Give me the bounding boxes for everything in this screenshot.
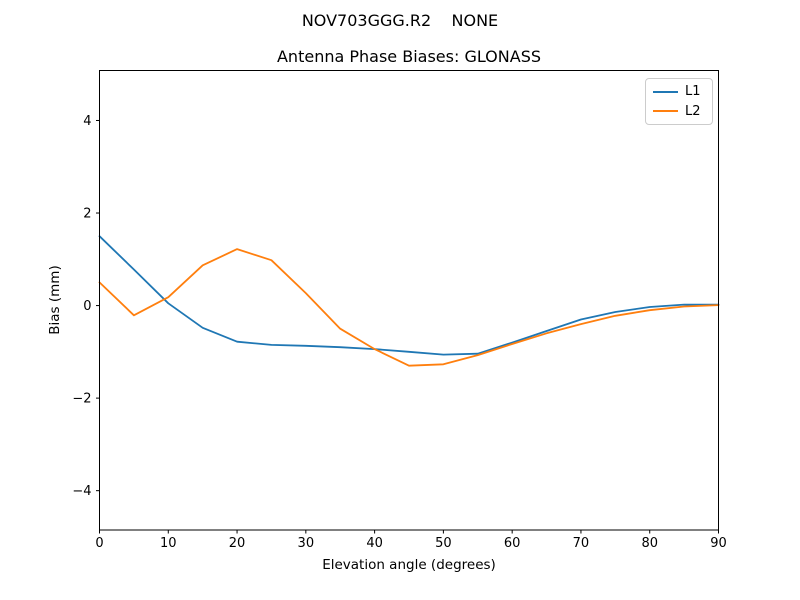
x-tick-label: 0 <box>95 536 103 551</box>
x-tick-label: 30 <box>298 536 315 551</box>
y-tick-label: −4 <box>72 484 91 499</box>
series-line-l2 <box>98 248 720 367</box>
series-lines <box>98 235 720 367</box>
x-axis-label: Elevation angle (degrees) <box>322 557 496 573</box>
x-tick-label: 90 <box>710 536 727 551</box>
figure-suptitle: NOV703GGG.R2 NONE <box>301 11 499 30</box>
y-tick-label: 0 <box>83 299 91 314</box>
x-tick-label: 40 <box>366 536 383 551</box>
l1-line-swatch <box>653 90 678 93</box>
axes-ticks: 0 10 20 30 40 50 60 70 80 90 −4 −2 0 2 4 <box>72 114 726 551</box>
axes-frame <box>99 70 719 531</box>
legend-entry-l1: L1 <box>646 84 712 99</box>
legend-entry-l2: L2 <box>646 104 712 119</box>
x-tick-label: 70 <box>573 536 590 551</box>
x-tick-label: 50 <box>435 536 452 551</box>
x-tick-label: 20 <box>229 536 246 551</box>
y-tick-label: 2 <box>83 207 91 222</box>
legend-label-l2: L2 <box>685 103 701 119</box>
series-line-l1 <box>98 235 720 356</box>
y-axis-label: Bias (mm) <box>47 265 63 335</box>
legend: L1 L2 <box>645 78 713 125</box>
l2-line-swatch <box>653 110 678 113</box>
legend-label-l1: L1 <box>685 84 701 100</box>
x-tick-label: 10 <box>160 536 177 551</box>
x-tick-label: 80 <box>641 536 658 551</box>
y-tick-label: 4 <box>83 114 91 129</box>
x-tick-label: 60 <box>504 536 521 551</box>
y-tick-label: −2 <box>72 392 91 407</box>
axes-spines <box>99 70 719 531</box>
chart-title: Antenna Phase Biases: GLONASS <box>276 47 541 66</box>
